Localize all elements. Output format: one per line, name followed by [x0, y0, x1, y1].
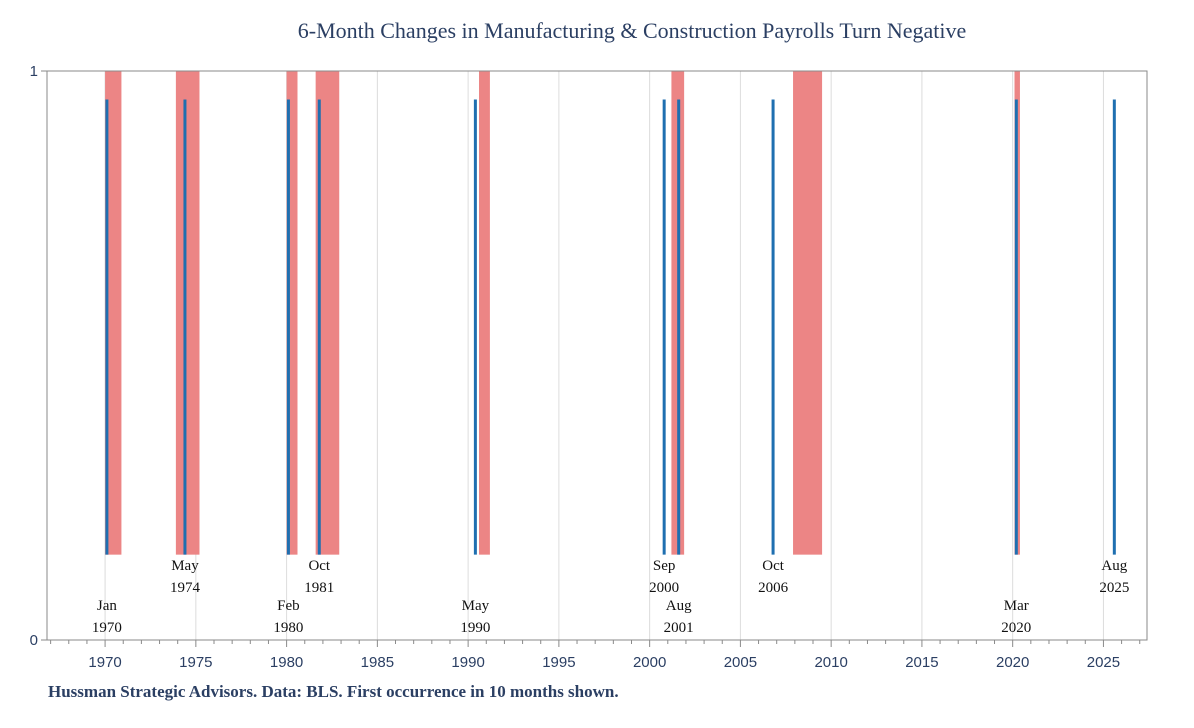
- recession-band: [793, 71, 823, 555]
- recession-band: [175, 71, 200, 555]
- x-tick-label: 2025: [1087, 654, 1120, 671]
- signal-label-month: May: [462, 598, 490, 614]
- chart-footer: Hussman Strategic Advisors. Data: BLS. F…: [48, 682, 619, 701]
- y-tick-label: 1: [30, 63, 38, 80]
- x-tick-label: 2005: [724, 654, 757, 671]
- x-tick-label: 1975: [179, 654, 212, 671]
- recession-band: [479, 71, 490, 555]
- signal-label-year: 1981: [304, 580, 334, 596]
- signal-label-month: Jan: [97, 598, 117, 614]
- x-tick-label: 1995: [542, 654, 575, 671]
- recession-band: [315, 71, 340, 555]
- signal-label-year: 1980: [273, 620, 303, 636]
- signal-label-month: Oct: [308, 558, 330, 574]
- x-tick-label: 1970: [88, 654, 121, 671]
- signal-label-month: Aug: [1101, 558, 1127, 574]
- signal-label-month: Oct: [762, 558, 784, 574]
- x-tick-label: 2000: [633, 654, 666, 671]
- x-tick-label: 2015: [905, 654, 938, 671]
- x-tick-label: 1990: [451, 654, 484, 671]
- signal-label-year: 2006: [758, 580, 789, 596]
- signal-label-year: 1974: [170, 580, 201, 596]
- recession-band: [105, 71, 122, 555]
- signal-label-month: Aug: [666, 598, 692, 614]
- signal-label-year: 1970: [92, 620, 122, 636]
- x-tick-label: 1985: [361, 654, 394, 671]
- x-tick-label: 2020: [996, 654, 1029, 671]
- chart-title: 6-Month Changes in Manufacturing & Const…: [297, 18, 967, 43]
- x-tick-label: 2010: [814, 654, 847, 671]
- signal-label-year: 2000: [649, 580, 679, 596]
- y-tick-label: 0: [30, 632, 38, 649]
- signal-label-year: 2025: [1099, 580, 1129, 596]
- signal-label-month: May: [171, 558, 199, 574]
- plot-frame: [46, 70, 1148, 641]
- signal-label-month: Sep: [653, 558, 676, 574]
- signal-label-month: Mar: [1004, 598, 1029, 614]
- signal-label-year: 2020: [1001, 620, 1031, 636]
- signal-label-month: Feb: [277, 598, 300, 614]
- recession-band: [286, 71, 298, 555]
- signal-label-year: 1990: [460, 620, 490, 636]
- signal-label-year: 2001: [664, 620, 694, 636]
- x-tick-label: 1980: [270, 654, 303, 671]
